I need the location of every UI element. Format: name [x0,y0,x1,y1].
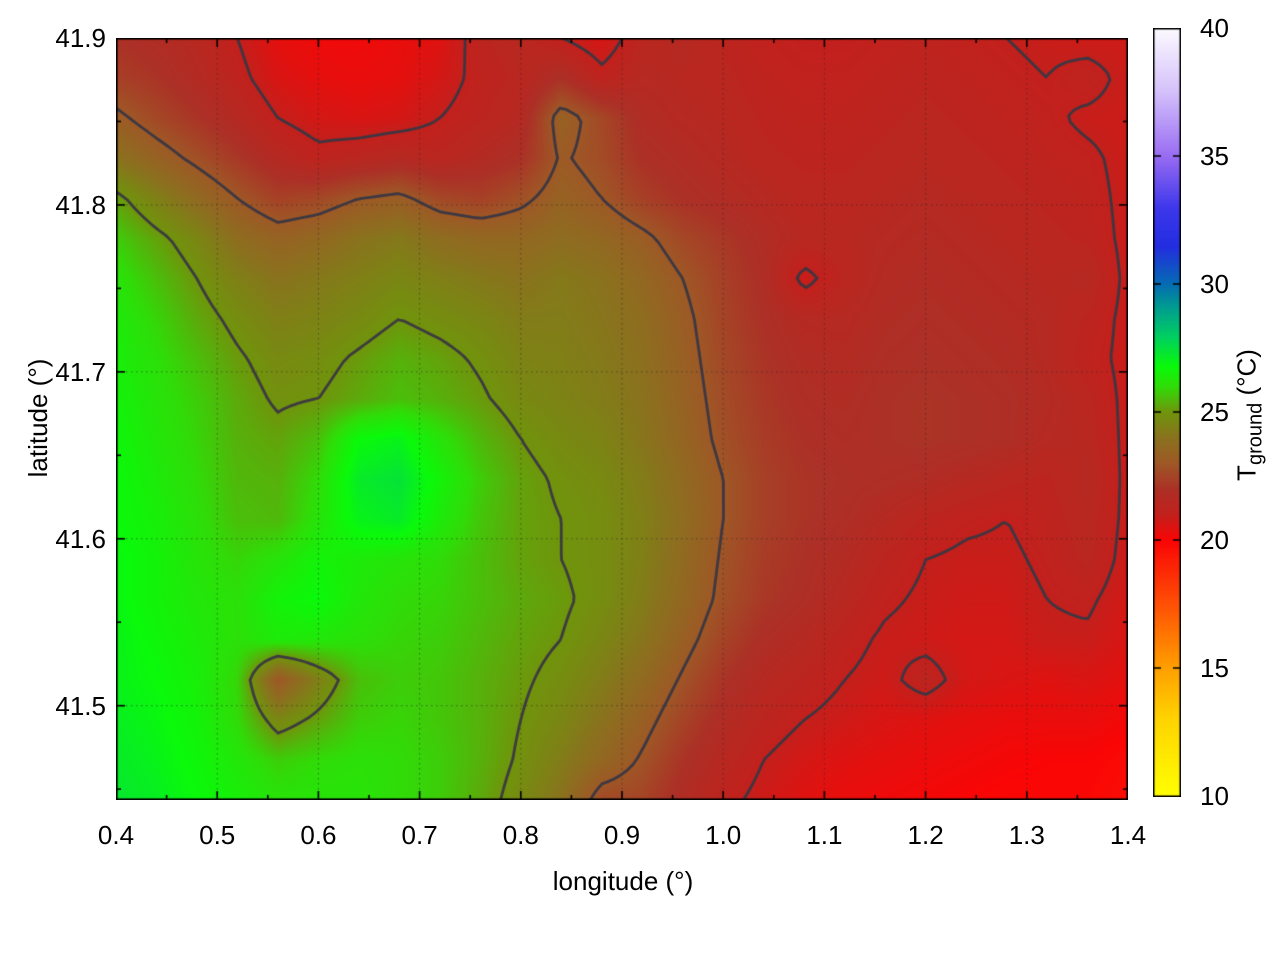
y-tick-label: 41.5 [55,690,106,721]
colorbar-tick-label: 30 [1200,269,1229,299]
x-tick-label: 0.4 [97,820,135,850]
colorbar-label-symbol: T [1231,465,1262,481]
x-tick-label: 1.3 [1008,820,1045,850]
x-tick-label: 1.2 [907,820,944,850]
colorbar-canvas [1153,28,1181,797]
colorbar-tick-label: 25 [1200,397,1229,427]
colorbar-tick-label: 20 [1200,525,1229,555]
y-tick-label: 41.9 [55,23,106,53]
x-tick-label: 1.0 [705,820,742,850]
x-tick-label: 0.7 [401,820,438,850]
x-axis-label: longitude (°) [552,866,694,896]
colorbar-tick-label: 35 [1200,141,1229,171]
colorbar-axis-label: Tground (°C) [1231,349,1270,481]
y-tick-label: 41.7 [55,356,106,387]
colorbar-label-subscript: ground [1244,402,1267,466]
colorbar-tick-label: 40 [1200,13,1229,43]
x-tick-label: 0.8 [502,820,539,850]
colorbar-tick-label: 15 [1200,653,1229,683]
colorbar-tick-label: 10 [1200,781,1229,811]
y-tick-label: 41.6 [55,523,106,554]
y-tick-label: 41.8 [55,189,106,220]
x-tick-label: 0.6 [300,820,337,850]
y-axis-label: latitude (°) [23,358,53,478]
x-tick-label: 0.5 [199,820,236,850]
x-tick-label: 0.9 [603,820,641,850]
x-tick-label: 1.4 [1109,820,1147,850]
x-tick-label: 1.1 [806,820,843,850]
colorbar-label-unit: (°C) [1231,349,1262,403]
heatmap-plot-canvas [116,38,1128,800]
